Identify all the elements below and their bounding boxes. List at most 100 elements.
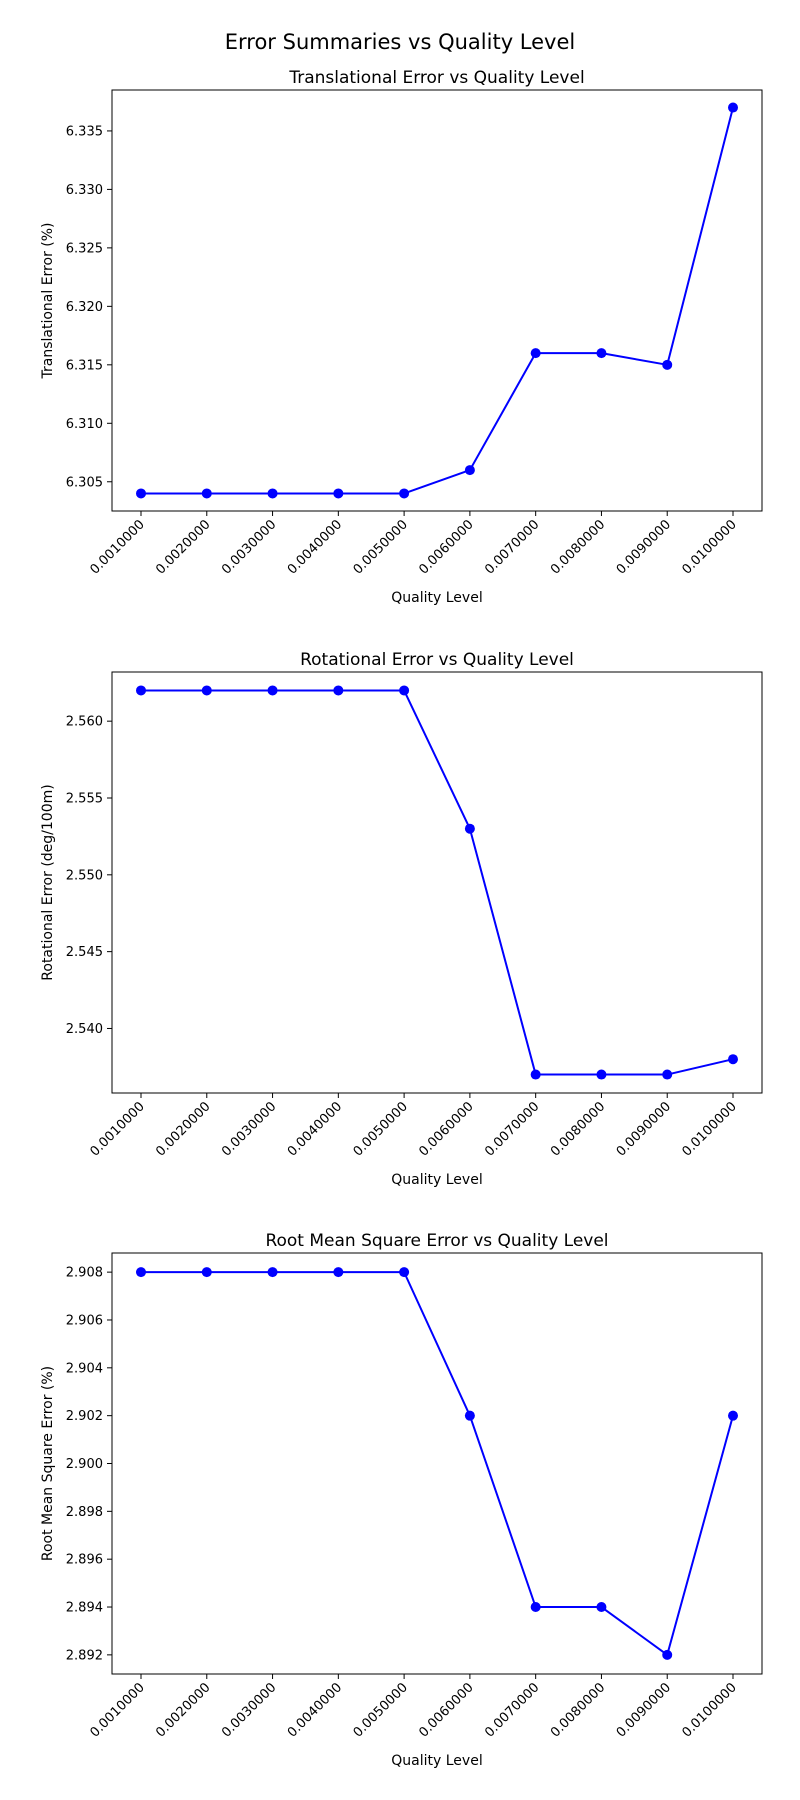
y-tick-label: 2.892: [66, 1648, 103, 1663]
series-line: [141, 689, 734, 1076]
data-point: [201, 488, 212, 499]
y-tick-label: 2.904: [66, 1361, 103, 1376]
data-point: [201, 685, 212, 696]
chart-title: Root Mean Square Error vs Quality Level: [265, 1231, 608, 1251]
data-point: [596, 1602, 607, 1613]
y-axis-label: Rotational Error (deg/100m): [40, 784, 56, 980]
data-point: [662, 1069, 673, 1080]
data-point: [464, 1410, 475, 1421]
x-axis-label: Quality Level: [391, 1753, 482, 1769]
y-tick-label: 6.335: [66, 124, 103, 139]
axes-frame: [111, 89, 763, 512]
x-tick-label: 0.0070000: [482, 1099, 542, 1159]
y-tick-label: 2.900: [66, 1457, 103, 1472]
x-tick-label: 0.0050000: [351, 1099, 411, 1159]
x-tick-label: 0.0030000: [219, 1680, 279, 1740]
data-point: [596, 348, 607, 359]
data-point: [267, 1267, 278, 1278]
y-tick-label: 2.540: [66, 1022, 103, 1037]
x-tick-label: 0.0090000: [614, 1099, 674, 1159]
data-point: [728, 1410, 738, 1421]
data-point: [728, 1054, 738, 1065]
chart-title: Rotational Error vs Quality Level: [300, 650, 574, 670]
x-tick-label: 0.0050000: [351, 1680, 411, 1740]
x-tick-label: 0.0060000: [416, 1099, 476, 1159]
data-point: [530, 1602, 541, 1613]
y-tick-label: 2.560: [66, 715, 103, 730]
y-tick-label: 2.545: [66, 945, 103, 960]
x-tick-label: 0.0020000: [153, 1099, 213, 1159]
x-tick-label: 0.0080000: [548, 1680, 608, 1740]
y-tick-label: 2.908: [66, 1266, 103, 1281]
x-tick-label: 0.0070000: [482, 517, 542, 577]
y-tick-label: 6.320: [66, 300, 103, 315]
y-tick-label: 6.305: [66, 475, 103, 490]
data-point: [136, 1267, 146, 1278]
data-point: [333, 488, 344, 499]
x-tick-label: 0.0050000: [351, 517, 411, 577]
data-point: [136, 685, 146, 696]
y-axis-label: Translational Error (%): [40, 222, 56, 379]
data-point: [530, 348, 541, 359]
x-tick-label: 0.0060000: [416, 1680, 476, 1740]
data-point: [530, 1069, 541, 1080]
chart-title: Translational Error vs Quality Level: [288, 68, 584, 88]
data-point: [136, 488, 146, 499]
chart-2: Rotational Error vs Quality Level 2.540 2.…: [40, 650, 763, 1188]
x-tick-label: 0.0070000: [482, 1680, 542, 1740]
data-point: [201, 1267, 212, 1278]
y-tick-label: 2.550: [66, 868, 103, 883]
x-tick-label: 0.0010000: [88, 1099, 148, 1159]
x-tick-label: 0.0080000: [548, 517, 608, 577]
x-tick-label: 0.0040000: [285, 517, 345, 577]
data-point: [662, 359, 673, 370]
x-tick-label: 0.0010000: [88, 517, 148, 577]
data-point: [728, 102, 738, 113]
x-axis-label: Quality Level: [391, 590, 482, 606]
data-point: [333, 685, 344, 696]
x-tick-label: 0.0030000: [219, 1099, 279, 1159]
y-tick-label: 2.894: [66, 1601, 103, 1616]
data-point: [662, 1649, 673, 1660]
x-tick-label: 0.0020000: [153, 517, 213, 577]
data-point: [464, 823, 475, 834]
x-axis-label: Quality Level: [391, 1172, 482, 1188]
x-tick-label: 0.0040000: [285, 1680, 345, 1740]
data-point: [399, 685, 410, 696]
data-point: [333, 1267, 344, 1278]
axes-frame: [111, 671, 763, 1094]
y-tick-label: 2.898: [66, 1505, 103, 1520]
x-tick-label: 0.0010000: [88, 1680, 148, 1740]
figure-title: Error Summaries vs Quality Level: [224, 30, 576, 54]
y-tick-label: 6.325: [66, 241, 103, 256]
y-tick-label: 2.906: [66, 1313, 103, 1328]
y-axis-label: Root Mean Square Error (%): [40, 1366, 56, 1561]
chart-3: Root Mean Square Error vs Quality Level 2…: [40, 1231, 763, 1769]
y-tick-label: 6.330: [66, 183, 103, 198]
x-tick-label: 0.0020000: [153, 1680, 213, 1740]
x-tick-label: 0.0040000: [285, 1099, 345, 1159]
x-tick-label: 0.0030000: [219, 517, 279, 577]
x-tick-label: 0.0100000: [680, 1099, 740, 1159]
y-tick-label: 6.315: [66, 358, 103, 373]
x-tick-label: 0.0100000: [680, 517, 740, 577]
data-point: [596, 1069, 607, 1080]
x-tick-label: 0.0090000: [614, 517, 674, 577]
x-tick-label: 0.0100000: [680, 1680, 740, 1740]
chart-1: Translational Error vs Quality Level 6.30…: [40, 68, 763, 606]
series-line: [141, 107, 734, 495]
axes-frame: [111, 1252, 763, 1675]
data-point: [267, 488, 278, 499]
x-tick-label: 0.0080000: [548, 1099, 608, 1159]
data-point: [267, 685, 278, 696]
series-line: [141, 1271, 734, 1656]
data-point: [399, 488, 410, 499]
x-tick-label: 0.0090000: [614, 1680, 674, 1740]
data-point: [399, 1267, 410, 1278]
y-tick-label: 6.310: [66, 417, 103, 432]
y-tick-label: 2.555: [66, 791, 103, 806]
y-tick-label: 2.902: [66, 1409, 103, 1424]
data-point: [464, 465, 475, 476]
y-tick-label: 2.896: [66, 1553, 103, 1568]
